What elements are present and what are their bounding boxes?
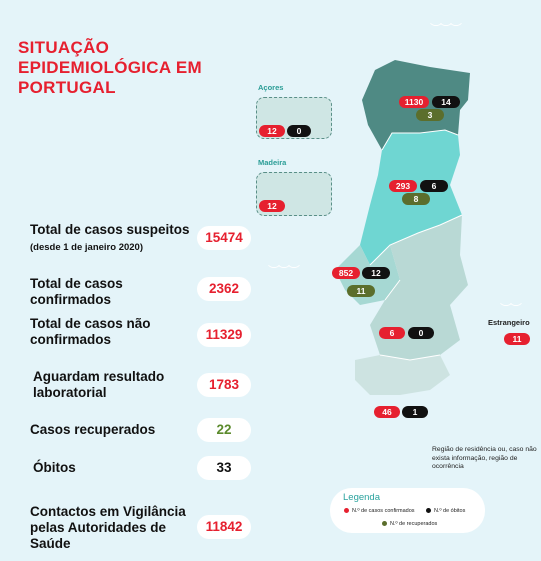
stat-label-suspeitos-main: Total de casos suspeitos (30, 222, 190, 237)
stat-label-nao-confirmados: Total de casos não confirmados (30, 316, 151, 347)
acores-label: Açores (258, 83, 284, 92)
legend-item-deaths: N.º de óbitos (426, 508, 465, 514)
lisboa-confirmed-badge: 852 (332, 267, 360, 279)
norte-deaths-badge: 14 (432, 96, 460, 108)
wave-decoration: ︶︶ (500, 302, 522, 316)
centro-confirmed-badge: 293 (389, 180, 417, 192)
madeira-confirmed-badge: 12 (259, 200, 285, 212)
stat-value-recuperados: 22 (197, 418, 251, 442)
wave-decoration: ︶︶︶ (430, 22, 462, 36)
page-title: SITUAÇÃO EPIDEMIOLÓGICA EM PORTUGAL (18, 38, 202, 97)
region-alentejo (370, 215, 468, 360)
red-dot-icon (344, 508, 349, 514)
stat-label-aguardam: Aguardam resultado laboratorial (33, 369, 165, 400)
stat-label-obitos: Óbitos (33, 460, 76, 475)
stat-value-suspeitos: 15474 (197, 226, 251, 250)
stat-label-suspeitos-small: (desde 1 de janeiro 2020) (30, 242, 143, 253)
lisboa-recovered-badge: 11 (347, 285, 375, 297)
algarve-deaths-badge: 1 (402, 406, 428, 418)
stat-value-aguardam: 1783 (197, 373, 251, 397)
legend-confirmed-label: N.º de casos confirmados (352, 508, 415, 514)
residence-note: Região de residência ou, caso não exista… (432, 446, 537, 470)
estrangeiro-confirmed-badge: 11 (504, 333, 530, 345)
stat-label-confirmados: Total de casos confirmados (30, 276, 123, 307)
legend-recovered-label: N.º de recuperados (390, 521, 438, 527)
acores-deaths-badge: 0 (287, 125, 311, 137)
lisboa-deaths-badge: 12 (362, 267, 390, 279)
estrangeiro-label: Estrangeiro (488, 318, 530, 327)
norte-recovered-badge: 3 (416, 109, 444, 121)
legend: Legenda N.º de casos confirmados N.º de … (330, 488, 485, 533)
stat-value-contactos: 11842 (197, 515, 251, 539)
region-algarve (355, 355, 450, 395)
alentejo-deaths-badge: 0 (408, 327, 434, 339)
stat-label-suspeitos: Total de casos suspeitos (desde 1 de jan… (30, 222, 200, 256)
stat-label-contactos: Contactos em Vigilância pelas Autoridade… (30, 504, 186, 551)
centro-deaths-badge: 6 (420, 180, 448, 192)
acores-confirmed-badge: 12 (259, 125, 285, 137)
wave-decoration: ︶︶︶ (268, 264, 300, 278)
stat-value-nao-confirmados: 11329 (197, 323, 251, 347)
legend-title: Legenda (343, 492, 380, 503)
stat-value-confirmados: 2362 (197, 277, 251, 301)
legend-deaths-label: N.º de óbitos (434, 508, 466, 514)
madeira-label: Madeira (258, 158, 287, 167)
stat-value-obitos: 33 (197, 456, 251, 480)
alentejo-confirmed-badge: 6 (379, 327, 405, 339)
algarve-confirmed-badge: 46 (374, 406, 400, 418)
legend-item-recovered: N.º de recuperados (382, 521, 437, 527)
norte-confirmed-badge: 1130 (399, 96, 429, 108)
stat-label-recuperados: Casos recuperados (30, 422, 156, 437)
black-dot-icon (426, 508, 431, 514)
olive-dot-icon (382, 521, 387, 527)
centro-recovered-badge: 8 (402, 193, 430, 205)
legend-item-confirmed: N.º de casos confirmados (344, 508, 415, 514)
